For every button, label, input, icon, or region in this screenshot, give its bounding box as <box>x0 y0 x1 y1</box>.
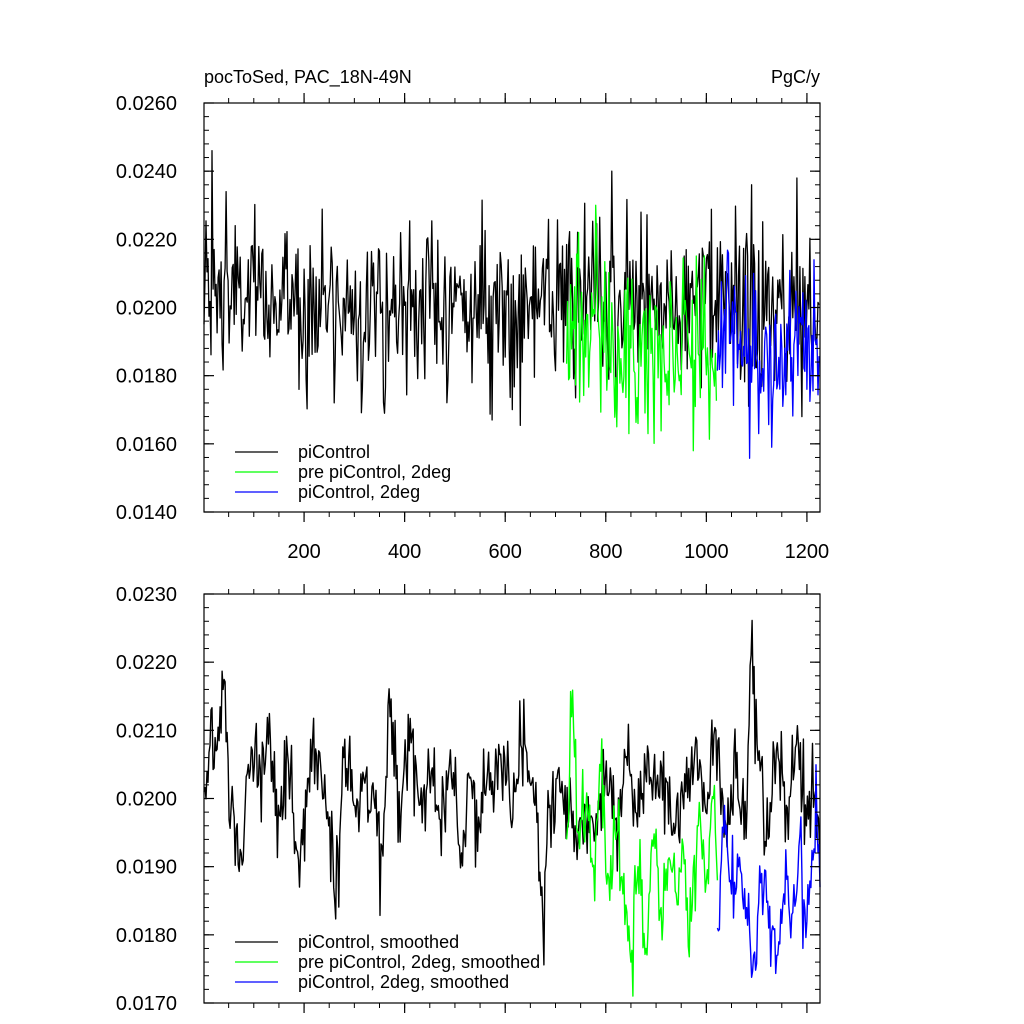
y-tick-label: 0.0190 <box>116 857 177 879</box>
y-tick-label: 0.0220 <box>116 652 177 674</box>
x-tick-label: 1200 <box>785 541 830 563</box>
legend-label-picontrol-2deg-smoothed: piControl, 2deg, smoothed <box>298 972 509 992</box>
top-panel: 0.0140 0.0160 0.0180 0.0200 0.0220 0.0240 0.02… <box>116 93 829 563</box>
bottom-series-group <box>203 619 821 997</box>
legend-label-picontrol: piControl <box>298 442 370 462</box>
y-tick-label: 0.0230 <box>116 584 177 606</box>
y-tick-label: 0.0200 <box>116 789 177 811</box>
bottom-axes: 0.0170 0.0180 0.0190 0.0200 0.0210 0.0220 0.02… <box>116 584 821 1015</box>
y-tick-label: 0.0210 <box>116 720 177 742</box>
bottom-legend: piControl, smoothed pre piControl, 2deg,… <box>235 932 540 992</box>
x-tick-label: 400 <box>388 541 421 563</box>
chart-units: PgC/y <box>771 67 820 87</box>
y-tick-label: 0.0160 <box>116 434 177 456</box>
y-tick-label: 0.0180 <box>116 366 177 388</box>
bottom-panel: 0.0170 0.0180 0.0190 0.0200 0.0210 0.0220 0.02… <box>116 584 821 1015</box>
x-tick-label: 200 <box>287 541 320 563</box>
x-tick-label: 800 <box>589 541 622 563</box>
y-tick-label: 0.0200 <box>116 298 177 320</box>
top-series-group <box>203 150 820 459</box>
y-tick-label: 0.0180 <box>116 925 177 947</box>
legend-label-pre-picontrol-2deg: pre piControl, 2deg <box>298 462 451 482</box>
top-legend: piControl pre piControl, 2deg piControl,… <box>235 442 451 502</box>
y-tick-label: 0.0170 <box>116 993 177 1015</box>
y-tick-label: 0.0260 <box>116 93 177 115</box>
series-line-picontrol-2deg <box>716 249 820 459</box>
legend-label-pre-picontrol-2deg-smoothed: pre piControl, 2deg, smoothed <box>298 952 540 972</box>
series-line-pre-picontrol-2deg <box>565 204 718 452</box>
legend-label-picontrol-2deg: piControl, 2deg <box>298 482 420 502</box>
top-axes: 0.0140 0.0160 0.0180 0.0200 0.0220 0.0240 0.02… <box>116 93 829 563</box>
series-line-picontrol-smoothed <box>203 619 821 966</box>
y-tick-label: 0.0220 <box>116 229 177 251</box>
legend-label-picontrol-smoothed: piControl, smoothed <box>298 932 459 952</box>
series-line-picontrol <box>203 150 820 427</box>
y-tick-label: 0.0240 <box>116 161 177 183</box>
x-tick-label: 600 <box>489 541 522 563</box>
x-tick-label: 1000 <box>684 541 729 563</box>
series-line-pre-picontrol-2deg-smoothed <box>565 689 719 997</box>
chart-title: pocToSed, PAC_18N-49N <box>204 67 412 88</box>
y-tick-label: 0.0140 <box>116 502 177 524</box>
series-line-picontrol-2deg-smoothed <box>716 764 821 978</box>
